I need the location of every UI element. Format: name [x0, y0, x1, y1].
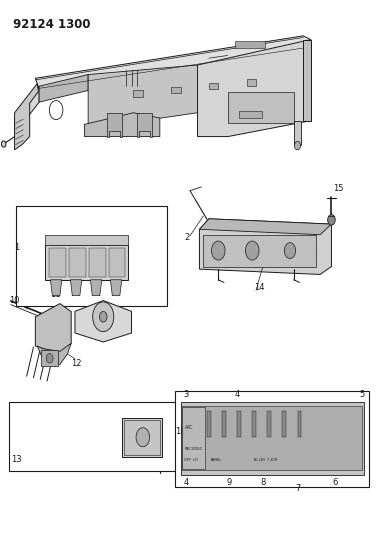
Bar: [175, 391, 369, 487]
Circle shape: [212, 241, 225, 260]
Text: 8: 8: [261, 478, 266, 487]
Bar: [45, 235, 128, 245]
Bar: [41, 350, 58, 366]
Bar: [89, 248, 106, 277]
Text: 4: 4: [184, 478, 189, 487]
Bar: [298, 411, 301, 437]
Polygon shape: [14, 86, 39, 134]
Text: 2: 2: [184, 233, 190, 242]
Bar: [239, 111, 262, 118]
Bar: [124, 420, 160, 455]
Polygon shape: [75, 301, 131, 342]
Bar: [182, 406, 362, 470]
Text: 13: 13: [11, 455, 21, 464]
Polygon shape: [88, 65, 198, 128]
Polygon shape: [107, 113, 122, 136]
Circle shape: [46, 353, 53, 363]
Polygon shape: [35, 36, 311, 89]
Text: 3: 3: [184, 390, 189, 399]
Polygon shape: [14, 84, 38, 150]
Bar: [268, 411, 271, 437]
Text: 1: 1: [14, 244, 20, 253]
Bar: [228, 92, 294, 123]
Bar: [133, 91, 143, 97]
Bar: [180, 402, 364, 475]
Circle shape: [294, 141, 301, 150]
Bar: [237, 411, 241, 437]
Text: 12: 12: [71, 359, 82, 367]
Polygon shape: [69, 287, 160, 303]
Bar: [16, 206, 167, 306]
Polygon shape: [90, 280, 102, 296]
Circle shape: [100, 311, 107, 322]
Bar: [171, 87, 180, 93]
Bar: [222, 411, 226, 437]
Polygon shape: [200, 219, 331, 274]
Bar: [182, 407, 205, 469]
Text: 14: 14: [254, 283, 264, 292]
Text: 4: 4: [234, 390, 240, 399]
Bar: [109, 248, 125, 277]
Polygon shape: [39, 75, 88, 102]
Bar: [235, 41, 266, 47]
Polygon shape: [137, 113, 152, 136]
Text: PANEL: PANEL: [211, 458, 222, 462]
Polygon shape: [303, 39, 311, 120]
Circle shape: [245, 241, 259, 260]
Circle shape: [328, 215, 335, 225]
Text: 9: 9: [227, 478, 232, 487]
Polygon shape: [84, 113, 160, 136]
Bar: [252, 411, 256, 437]
Text: REC/DISC: REC/DISC: [185, 447, 204, 451]
Circle shape: [93, 302, 114, 332]
Text: 6: 6: [332, 478, 338, 487]
Bar: [9, 402, 177, 471]
Text: 15: 15: [333, 183, 344, 192]
Polygon shape: [200, 219, 331, 235]
Polygon shape: [51, 280, 62, 296]
Polygon shape: [111, 280, 122, 296]
Text: 5: 5: [359, 390, 364, 399]
Text: 16: 16: [175, 427, 185, 437]
Text: BI-LEV  F-D/R: BI-LEV F-D/R: [254, 458, 277, 462]
Polygon shape: [70, 280, 82, 296]
Circle shape: [284, 243, 296, 259]
Bar: [49, 248, 65, 277]
Polygon shape: [35, 304, 71, 354]
Bar: [122, 418, 162, 457]
Bar: [45, 245, 128, 280]
Polygon shape: [37, 343, 71, 365]
Bar: [207, 411, 211, 437]
Bar: [247, 79, 256, 86]
Bar: [68, 248, 86, 277]
Text: 11: 11: [51, 289, 61, 298]
Circle shape: [136, 427, 150, 447]
Circle shape: [2, 141, 6, 147]
Polygon shape: [294, 120, 301, 144]
Bar: [203, 235, 317, 266]
Text: OFF  LO: OFF LO: [184, 458, 197, 462]
Polygon shape: [198, 39, 311, 136]
Text: 10: 10: [9, 296, 19, 305]
Text: A/C: A/C: [185, 425, 193, 430]
Text: 92124 1300: 92124 1300: [13, 18, 90, 31]
Bar: [282, 411, 286, 437]
Bar: [209, 83, 218, 90]
Text: 7: 7: [295, 483, 300, 492]
